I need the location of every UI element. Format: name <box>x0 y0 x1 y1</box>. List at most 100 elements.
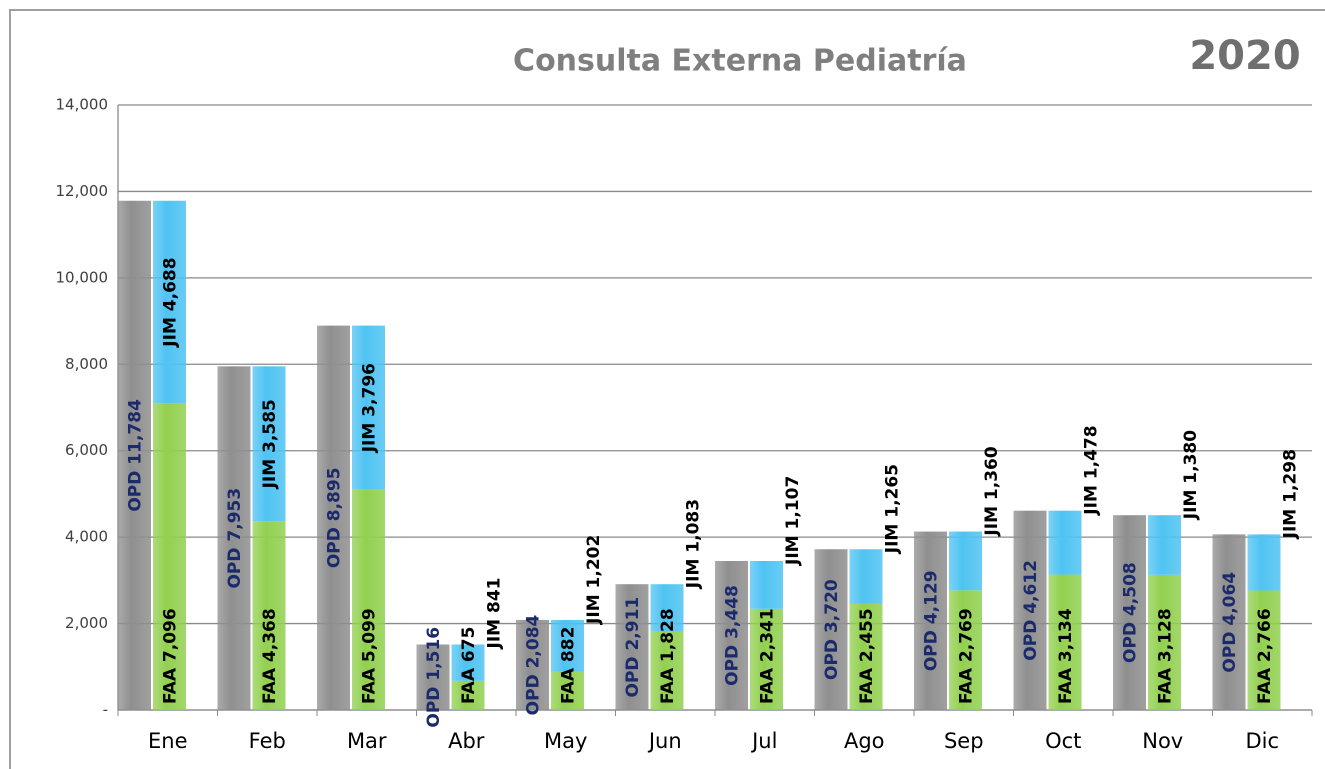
bar <box>949 531 982 591</box>
label-name: FAA <box>1056 667 1076 704</box>
label-name: FAA <box>1156 667 1176 704</box>
label-value: 1,478 <box>1082 425 1102 479</box>
data-label: FAA 3,128 <box>1156 608 1176 704</box>
label-name: JIM <box>584 594 604 625</box>
label-value: 1,380 <box>1181 430 1201 484</box>
x-tick-label: May <box>544 729 587 753</box>
bar <box>1212 534 1246 710</box>
label-value: 882 <box>559 627 579 663</box>
label-name: FAA <box>658 667 678 704</box>
bar <box>1247 590 1281 710</box>
label-name: OPD <box>424 687 444 728</box>
bar <box>516 619 549 710</box>
label-value: 1,516 <box>424 627 444 681</box>
data-label: OPD 4,064 <box>1220 572 1240 673</box>
bar <box>849 549 883 604</box>
x-tick-label: Oct <box>1045 729 1081 753</box>
bar <box>352 489 385 710</box>
y-tick-label: 2,000 <box>65 614 108 632</box>
label-name: OPD <box>325 527 345 568</box>
data-label: FAA 2,341 <box>758 608 778 704</box>
bar <box>317 325 350 710</box>
x-tick-label: Jun <box>647 729 682 753</box>
data-label: FAA 3,134 <box>1056 608 1076 704</box>
label-value: 2,341 <box>758 608 778 662</box>
label-value: 2,455 <box>857 608 877 662</box>
bar <box>914 531 947 710</box>
bar <box>750 560 783 609</box>
bar <box>551 619 584 672</box>
label-value: 3,585 <box>260 399 280 453</box>
label-value: 1,298 <box>1281 449 1301 503</box>
data-label: JIM 1,298 <box>1281 449 1301 539</box>
bar <box>416 644 450 710</box>
label-name: FAA <box>957 667 977 704</box>
x-tick-label: Mar <box>347 729 387 753</box>
data-label: FAA 675 <box>459 627 479 704</box>
label-name: FAA <box>758 667 778 704</box>
label-value: 5,099 <box>360 608 380 662</box>
label-name: FAA <box>857 667 877 704</box>
label-value: 1,360 <box>982 446 1002 500</box>
bar <box>949 590 982 710</box>
data-label: OPD 8,895 <box>325 467 345 568</box>
label-name: OPD <box>922 630 942 671</box>
y-tick-label: - <box>103 701 108 719</box>
bar <box>217 366 251 710</box>
label-name: JIM <box>360 423 380 454</box>
chart-subtitle: 2020 <box>1189 33 1300 79</box>
bar <box>750 608 783 710</box>
data-label: FAA 1,828 <box>658 608 678 704</box>
data-label: JIM 3,585 <box>260 399 280 489</box>
data-label: OPD 7,953 <box>225 488 245 589</box>
data-label: JIM 4,688 <box>161 257 181 347</box>
label-value: 8,895 <box>325 467 345 521</box>
data-label: JIM 1,107 <box>783 476 803 566</box>
data-label: JIM 3,796 <box>360 363 380 453</box>
label-name: FAA <box>161 667 181 704</box>
label-name: FAA <box>459 667 479 704</box>
bar <box>1148 515 1181 575</box>
label-value: 2,911 <box>623 597 643 651</box>
label-name: JIM <box>684 559 704 590</box>
label-value: 3,128 <box>1156 608 1176 662</box>
data-label: OPD 1,516 <box>424 627 444 728</box>
label-value: 3,720 <box>822 579 842 633</box>
label-name: OPD <box>1121 622 1141 663</box>
bar <box>650 584 684 632</box>
bar <box>849 603 883 710</box>
bar <box>551 671 584 710</box>
y-tick-label: 4,000 <box>65 528 108 546</box>
label-value: 1,265 <box>883 464 903 518</box>
data-label: JIM 1,083 <box>684 499 704 589</box>
bar <box>1048 510 1082 575</box>
label-name: OPD <box>225 547 245 588</box>
label-value: 841 <box>485 577 505 613</box>
label-name: JIM <box>982 506 1002 537</box>
bar <box>715 560 748 710</box>
chart-title: Consulta Externa Pediatría <box>513 44 967 79</box>
label-name: JIM <box>783 535 803 566</box>
bar <box>615 584 649 710</box>
bar <box>252 521 286 710</box>
label-name: OPD <box>1220 632 1240 673</box>
bar <box>1247 534 1281 591</box>
label-name: OPD <box>822 639 842 680</box>
bar <box>352 325 385 490</box>
data-label: JIM 841 <box>485 577 505 649</box>
label-value: 2,084 <box>524 614 544 668</box>
data-label: OPD 4,129 <box>922 570 942 671</box>
label-value: 4,688 <box>161 257 181 311</box>
label-value: 11,784 <box>126 399 146 465</box>
label-value: 4,129 <box>922 570 942 624</box>
y-tick-label: 8,000 <box>65 355 108 373</box>
bar <box>1148 574 1181 710</box>
data-label: FAA 4,368 <box>260 608 280 704</box>
label-name: OPD <box>623 656 643 697</box>
data-label: OPD 3,448 <box>723 585 743 686</box>
label-value: 4,064 <box>1220 572 1240 626</box>
y-tick-label: 10,000 <box>56 268 109 286</box>
label-value: 1,202 <box>584 535 604 589</box>
data-label: JIM 1,380 <box>1181 430 1201 520</box>
